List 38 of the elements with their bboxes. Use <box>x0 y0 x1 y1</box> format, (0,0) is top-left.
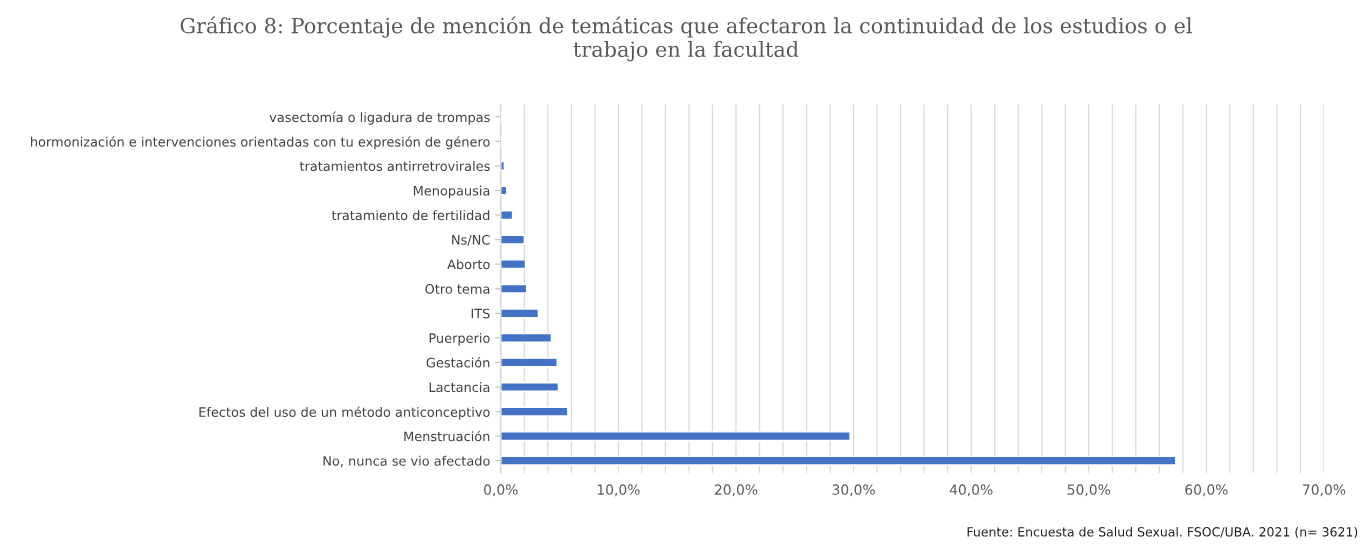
source-note: Fuente: Encuesta de Salud Sexual. FSOC/UBA. 2021 (n= 3621) <box>967 526 1358 539</box>
y-tick-label: tratamientos antirretrovirales <box>299 161 490 172</box>
y-tick-label: Ns/NC <box>452 234 490 246</box>
bar <box>500 382 560 393</box>
bar <box>500 332 553 343</box>
y-tick-label: Otro tema <box>425 284 490 294</box>
y-tick-label: No, nunca se vio afectado <box>323 455 490 468</box>
y-tick-label: Lactancia <box>429 382 490 393</box>
x-tick-label: 60,0% <box>1185 484 1228 497</box>
y-tick-label: Menstruación <box>404 430 490 442</box>
bar <box>500 160 506 171</box>
y-tick-label: Menopausia <box>413 185 490 199</box>
x-tick-label: 40,0% <box>949 484 993 497</box>
bar <box>500 308 540 319</box>
bar <box>500 185 508 196</box>
bar <box>500 431 851 442</box>
x-tick-label: 70,0% <box>1303 484 1346 497</box>
bar <box>500 283 528 294</box>
x-tick-label: 0,0% <box>484 484 518 497</box>
bar <box>500 259 527 270</box>
x-tick-label: 10,0% <box>597 484 640 497</box>
bar <box>500 406 569 417</box>
x-tick-label: 30,0% <box>832 484 875 497</box>
bar <box>500 455 1177 466</box>
x-tick-label: 50,0% <box>1067 484 1111 497</box>
y-tick-label: Gestación <box>426 357 490 368</box>
x-tick-label: 20,0% <box>714 484 758 497</box>
bar <box>500 234 525 245</box>
y-tick-label: tratamiento de fertilidad <box>331 210 490 221</box>
y-tick-label: Efectos del uso de un método anticonceptivo <box>199 406 490 420</box>
chart-title: Gráfico 8: Porcentaje de mención de temáticas que afectaron la continuidad de los estudios o el trabajo en la facultad <box>180 16 1192 62</box>
y-tick-label: hormonización e intervenciones orientadas con tu expresión de género <box>31 136 490 150</box>
bar <box>500 210 514 221</box>
y-tick-label: Puerperio <box>429 332 490 346</box>
y-tick-label: ITS <box>471 308 490 319</box>
y-tick-label: Aborto <box>447 259 490 270</box>
y-tick-label: vasectomía o ligadura de trompas <box>269 111 490 125</box>
bar <box>500 357 558 368</box>
